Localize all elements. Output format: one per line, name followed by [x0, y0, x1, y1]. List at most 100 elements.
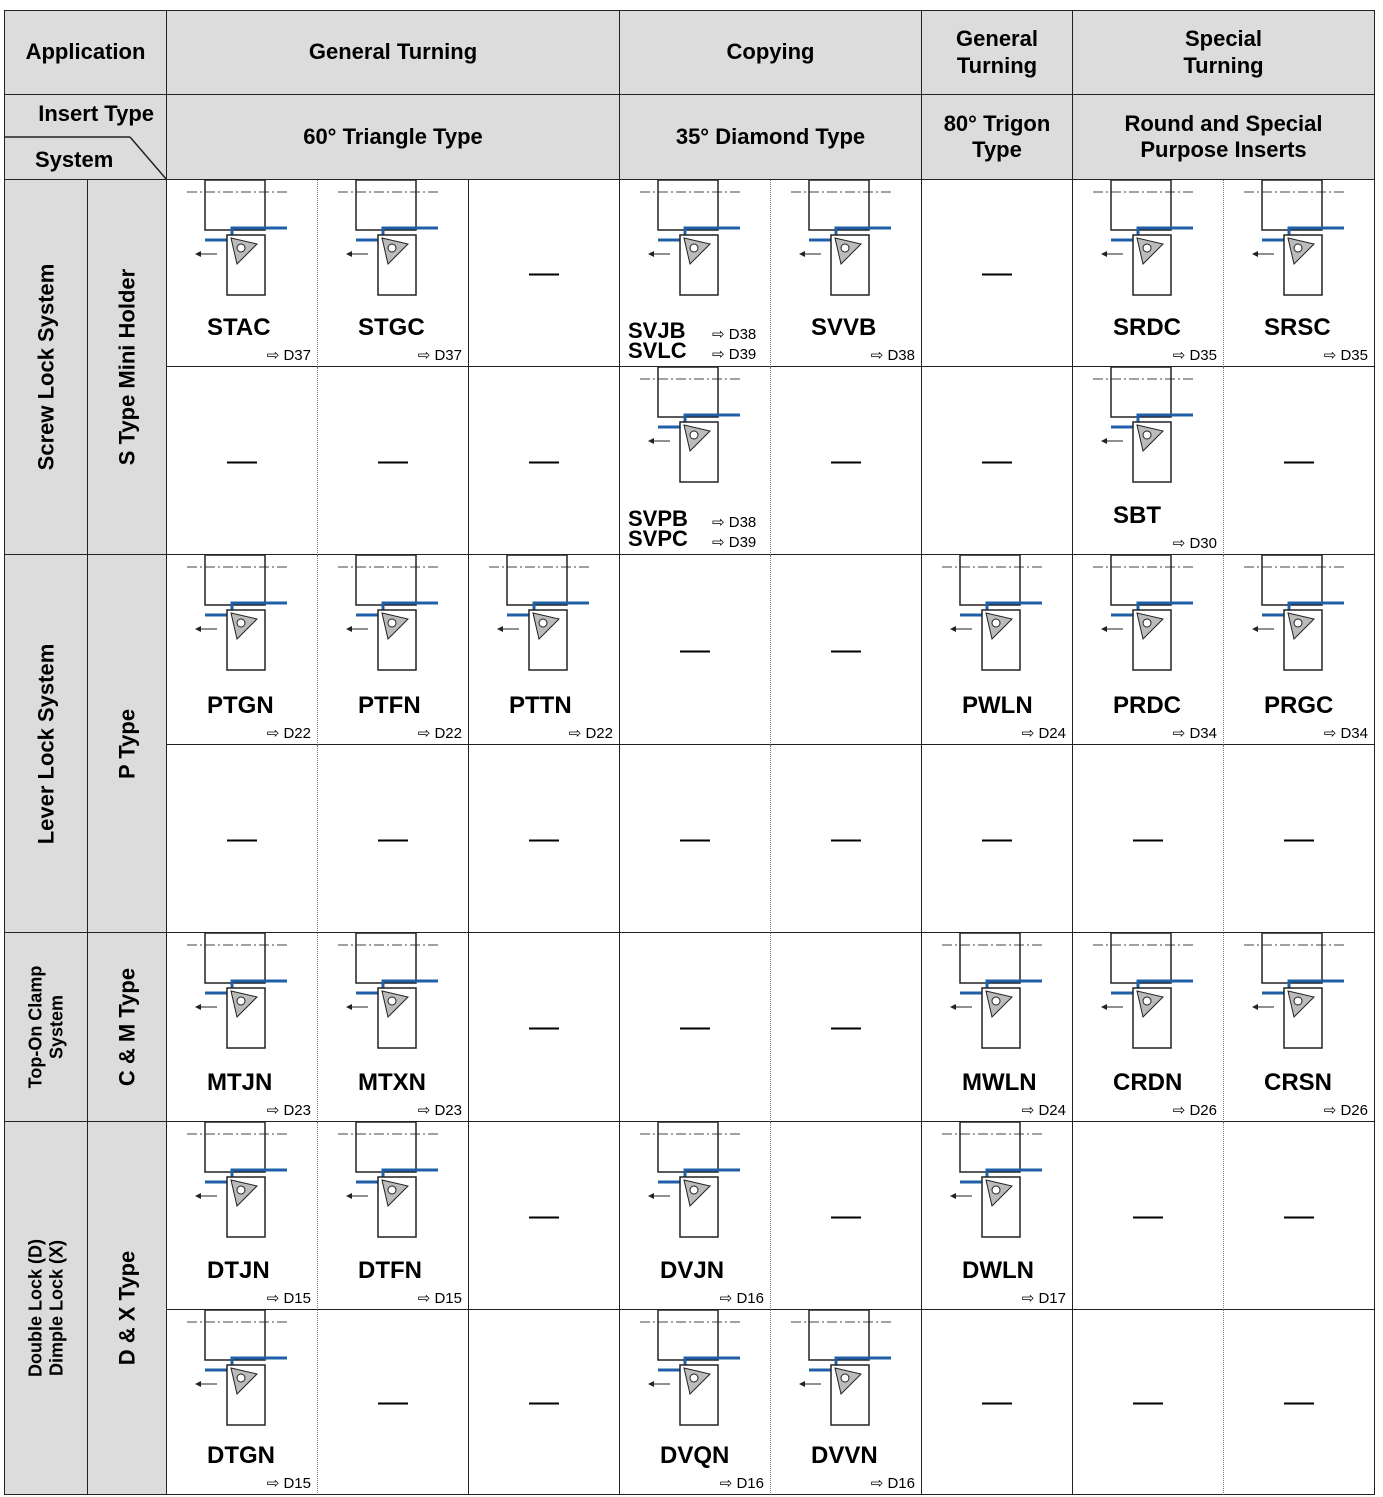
header-text: System [35, 146, 114, 172]
tool-cell: CRDN ⇨ D26 [1073, 933, 1224, 1122]
column-header: General Turning [922, 11, 1073, 95]
header-text: General [956, 26, 1038, 52]
tool-cell: PTGN ⇨ D22 [167, 555, 318, 745]
tool-name: SRSC [1264, 314, 1331, 341]
dash: — [982, 1385, 1012, 1418]
header-text: 60° Triangle Type [303, 123, 483, 149]
page-ref: ⇨ D26 [1172, 1102, 1217, 1119]
tool-name: PTTN [509, 692, 572, 719]
tool-icon [338, 1122, 438, 1238]
dash: — [1133, 1385, 1163, 1418]
tool-cell: — [922, 367, 1073, 555]
tool-cell: SVPB ⇨ D38 SVPC ⇨ D39 [620, 367, 771, 555]
diagonal [5, 136, 167, 180]
dash: — [982, 443, 1012, 477]
tool-name: SVJB [628, 318, 686, 343]
tool-cell: — [469, 367, 620, 555]
tool-cell: — [1073, 745, 1224, 933]
tool-cell: — [771, 367, 922, 555]
page-ref: ⇨ D16 [870, 1475, 915, 1492]
application-header: Application [5, 11, 167, 95]
dash: — [831, 821, 861, 855]
tool-cell: PTTN ⇨ D22 [469, 555, 620, 745]
tool-icon [1244, 180, 1344, 296]
page-ref: ⇨ D16 [719, 1475, 764, 1492]
tool-cell: DVVN ⇨ D16 [771, 1310, 922, 1495]
column-header: Special Turning [1073, 11, 1375, 95]
dash: — [680, 632, 710, 666]
header-text: Copying [726, 39, 815, 65]
tool-cell: — [469, 1310, 620, 1495]
tool-name: SRDC [1113, 314, 1182, 341]
left-border [4, 10, 5, 1495]
tool-icon [1093, 180, 1193, 296]
system-label: Top-On Clamp System [5, 933, 88, 1122]
dash: — [680, 1010, 710, 1043]
page-ref: ⇨ D35 [1323, 347, 1368, 364]
tool-cell: — [771, 933, 922, 1122]
page-ref: ⇨ D26 [1323, 1102, 1368, 1119]
tool-cell: DTJN ⇨ D15 [167, 1122, 318, 1310]
system-text: Lever Lock System [33, 643, 58, 844]
dash: — [227, 443, 257, 477]
holder-label: D & X Type [88, 1122, 167, 1495]
tool-cell: — [167, 367, 318, 555]
tool-cell: STAC ⇨ D37 [167, 180, 318, 367]
page-ref: ⇨ D34 [1172, 725, 1217, 742]
tool-cell: — [1224, 745, 1375, 933]
tool-cell: — [771, 745, 922, 933]
tool-cell: — [1224, 1122, 1375, 1310]
dash: — [529, 1385, 559, 1418]
tool-cell: MTJN ⇨ D23 [167, 933, 318, 1122]
header-text: Round and Special [1124, 110, 1323, 136]
tool-icon [338, 180, 438, 296]
dash: — [831, 1198, 861, 1232]
header-text: General Turning [308, 39, 478, 65]
tool-cell: STGC ⇨ D37 [318, 180, 469, 367]
tool-name: CRSN [1264, 1069, 1333, 1096]
header-text: Turning [956, 52, 1038, 78]
page-ref: ⇨ D37 [266, 347, 311, 364]
tool-name: DVVN [811, 1442, 878, 1469]
page-ref: ⇨ D37 [417, 347, 462, 364]
dash: — [982, 256, 1012, 289]
tool-name: SVVB [811, 314, 877, 341]
tool-cell: DVJN ⇨ D16 [620, 1122, 771, 1310]
header-text: Insert Type [38, 101, 154, 126]
tool-cell: — [1224, 1310, 1375, 1495]
tool-cell: — [469, 1122, 620, 1310]
page-ref: ⇨ D35 [1172, 347, 1217, 364]
tool-cell: PWLN ⇨ D24 [922, 555, 1073, 745]
system-label: Screw Lock System [5, 180, 88, 555]
page-ref: ⇨ D38 [712, 514, 757, 531]
header-text: Type [972, 137, 1022, 162]
tool-cell: — [1073, 1310, 1224, 1495]
tool-cell: — [922, 745, 1073, 933]
tool-icon [942, 555, 1042, 671]
tool-name: PRGC [1264, 692, 1334, 719]
tool-icon [1244, 555, 1344, 671]
tool-name: DTFN [358, 1257, 422, 1284]
page-ref: ⇨ D22 [568, 725, 613, 742]
tool-icon [489, 555, 589, 671]
tool-icon [942, 1122, 1042, 1238]
tool-name: SVPC [628, 526, 688, 551]
holder-label: S Type Mini Holder [88, 180, 167, 555]
dash: — [378, 821, 408, 855]
dash: — [831, 443, 861, 477]
column-header: 80° Trigon Type [922, 95, 1073, 180]
tool-name: SVPB [628, 506, 688, 531]
tool-name: DTGN [207, 1442, 275, 1469]
system-label: Double Lock (D) Dimple Lock (X) [5, 1122, 88, 1495]
tool-name: SBT [1113, 502, 1161, 529]
tool-cell: — [469, 933, 620, 1122]
tool-icon [187, 1310, 287, 1426]
tool-name: PTFN [358, 692, 421, 719]
tool-cell: MTXN ⇨ D23 [318, 933, 469, 1122]
page-ref: ⇨ D15 [266, 1475, 311, 1492]
tool-cell: SRSC ⇨ D35 [1224, 180, 1375, 367]
tool-cell: DTGN ⇨ D15 [167, 1310, 318, 1495]
page-ref: ⇨ D22 [266, 725, 311, 742]
dash: — [831, 632, 861, 666]
tool-name: CRDN [1113, 1069, 1183, 1096]
